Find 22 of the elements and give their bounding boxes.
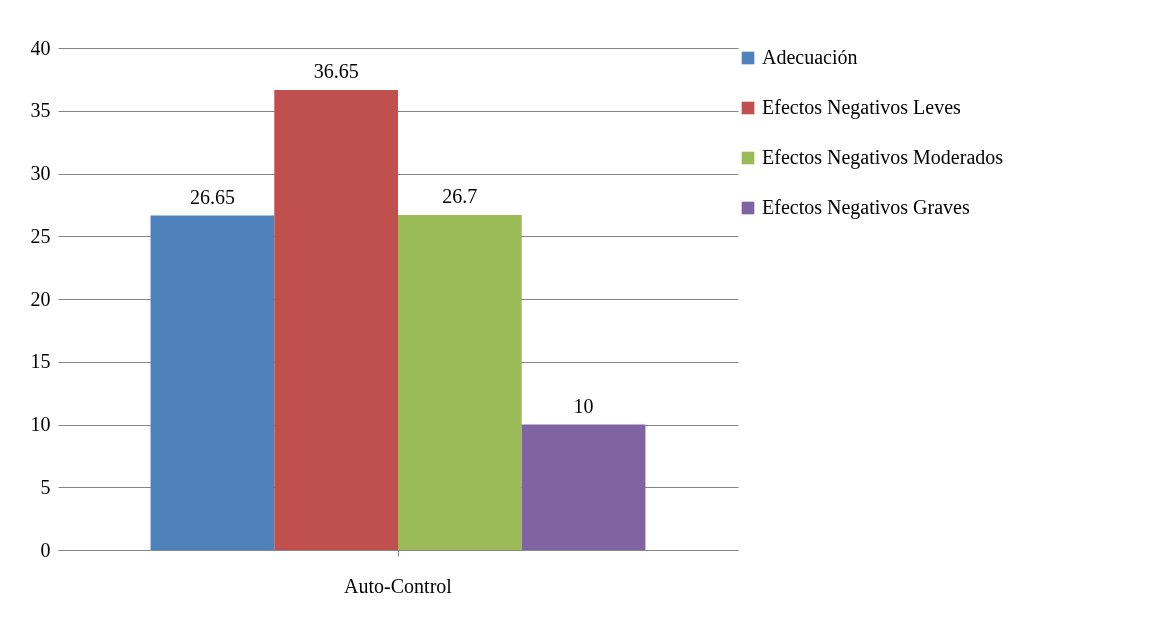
bar: [274, 90, 398, 550]
y-tick-label: 10: [30, 413, 51, 435]
y-tick-label: 25: [30, 224, 51, 247]
data-label: 26.7: [442, 184, 478, 207]
y-tick-label: 15: [30, 350, 51, 373]
legend-label: Adecuación: [762, 46, 858, 68]
bar: [521, 424, 646, 550]
y-tick-label: 35: [30, 99, 51, 122]
legend-label: Efectos Negativos Graves: [762, 196, 970, 219]
y-tick-label: 0: [40, 538, 51, 561]
y-tick-label: 40: [30, 36, 51, 59]
data-label: 36.65: [313, 60, 359, 83]
y-tick-label: 20: [30, 287, 51, 310]
bar: [398, 214, 522, 550]
y-tick-label: 30: [30, 162, 51, 184]
data-label: 26.65: [189, 185, 235, 208]
x-tick-label: Auto-Control: [344, 574, 453, 597]
legend-label: Efectos Negativos Leves: [762, 96, 962, 119]
y-tick-label: 5: [40, 475, 51, 498]
legend-label: Efectos Negativos Moderados: [762, 146, 1004, 169]
bar: [150, 215, 275, 550]
data-label: 10: [573, 394, 594, 417]
